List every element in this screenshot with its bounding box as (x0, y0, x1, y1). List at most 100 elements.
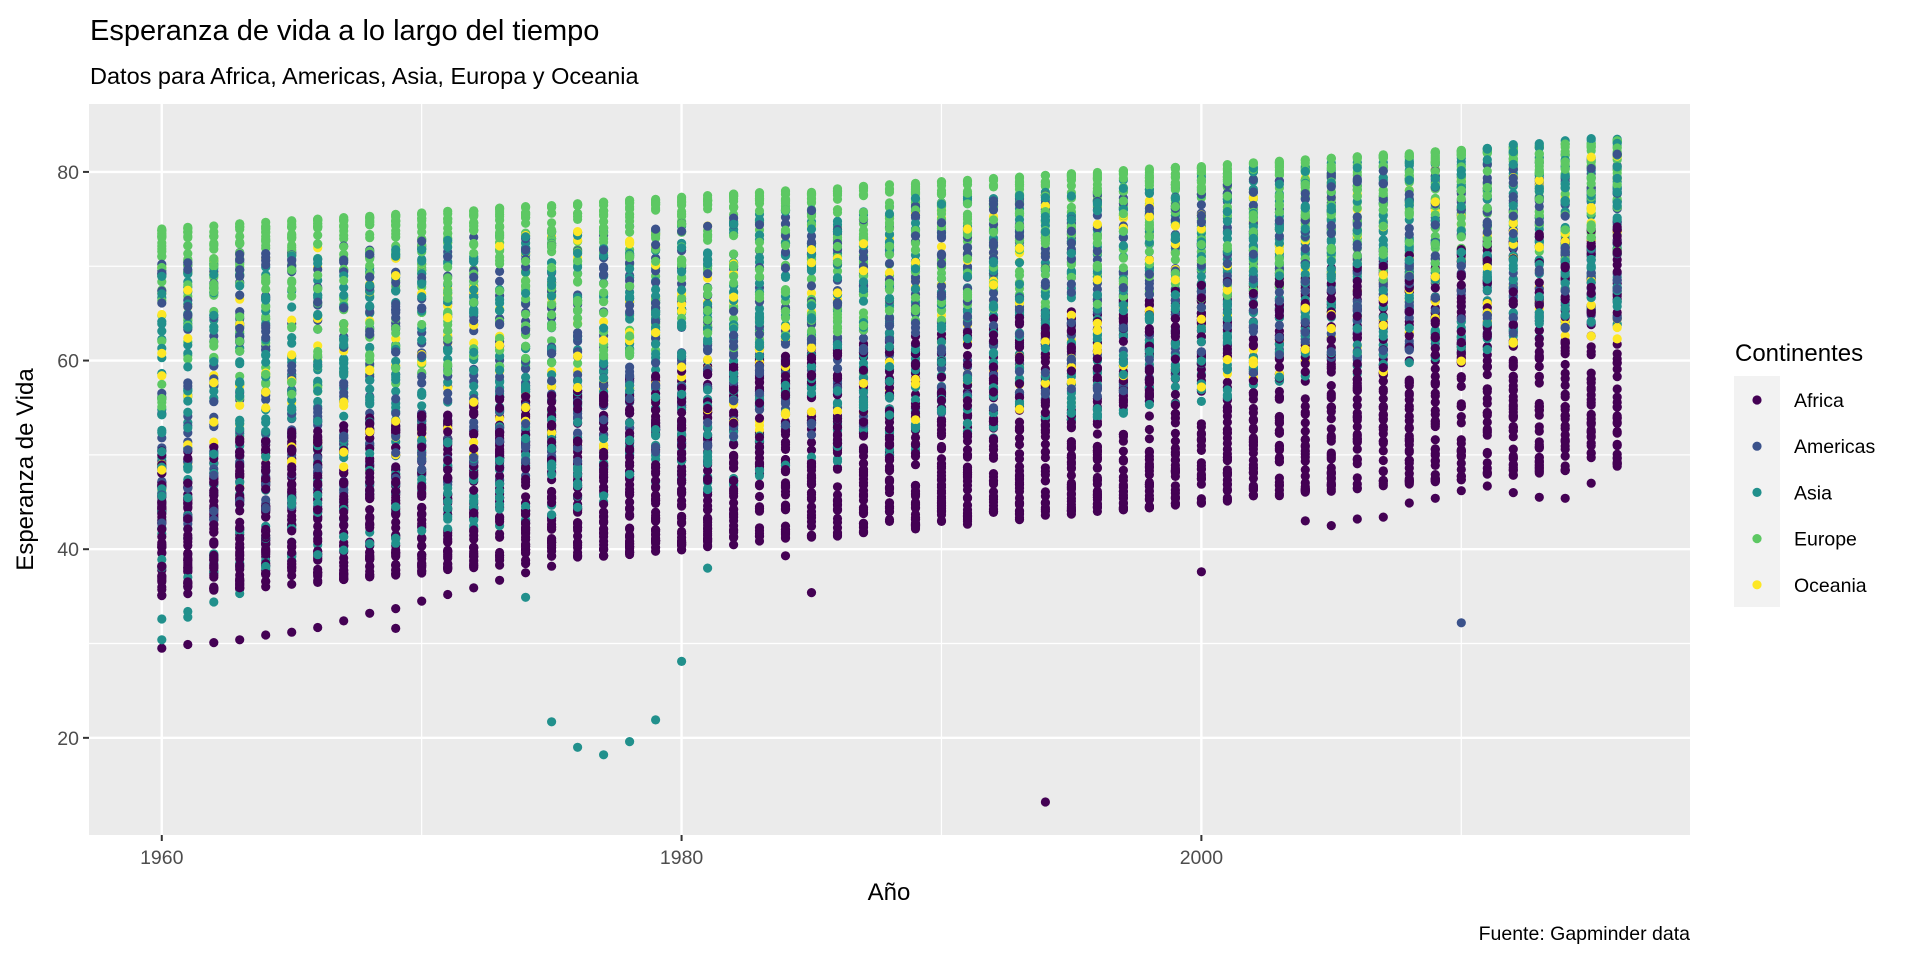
data-points (157, 134, 1622, 807)
data-point-europe (235, 231, 245, 241)
data-point-europe (469, 238, 479, 249)
data-point-africa (1612, 428, 1622, 438)
data-point-africa (1430, 405, 1440, 416)
data-point-africa (1560, 451, 1570, 461)
data-point-asia (1534, 139, 1544, 149)
data-point-africa (235, 635, 245, 645)
data-point-africa (910, 460, 921, 470)
data-point-africa (1404, 404, 1414, 414)
data-point-asia (1170, 382, 1180, 392)
data-point-africa (1040, 439, 1050, 449)
data-point-africa (1118, 436, 1128, 446)
data-point-africa (1326, 521, 1336, 531)
data-point-africa (495, 575, 505, 585)
data-point-africa (1352, 401, 1362, 411)
data-point-asia (1040, 291, 1050, 301)
data-point-europe (313, 324, 323, 334)
data-point-africa (1326, 414, 1336, 424)
data-point-europe (1170, 255, 1180, 265)
data-point-africa (287, 579, 297, 589)
data-point-africa (1586, 342, 1596, 352)
data-point-europe (313, 230, 323, 240)
data-point-africa (1326, 424, 1336, 434)
data-point-africa (1482, 384, 1492, 394)
data-point-africa (339, 616, 349, 626)
data-point-oceania (157, 371, 167, 381)
data-point-africa (1534, 361, 1544, 372)
data-point-africa (443, 589, 453, 600)
data-point-africa (417, 596, 427, 606)
data-point-africa (962, 493, 973, 503)
data-point-africa (1170, 428, 1180, 438)
data-point-africa (313, 622, 323, 633)
data-point-africa (1326, 436, 1336, 446)
data-point-asia (1508, 201, 1518, 211)
data-point-americas (780, 263, 791, 273)
data-point-europe (910, 293, 921, 303)
data-point-africa (1482, 458, 1492, 468)
data-point-oceania (1560, 331, 1570, 341)
data-point-africa (910, 401, 921, 412)
data-point-asia (1352, 163, 1362, 173)
data-point-africa (1482, 467, 1492, 477)
data-point-americas (443, 388, 453, 398)
data-point-africa (1456, 372, 1466, 382)
data-point-asia (651, 715, 661, 725)
data-point-oceania (1612, 334, 1622, 344)
data-point-americas (495, 276, 505, 286)
data-point-europe (1014, 266, 1025, 276)
data-point-asia (339, 411, 349, 421)
data-point-europe (547, 336, 557, 346)
data-point-africa (1508, 392, 1518, 402)
data-point-europe (780, 205, 791, 215)
data-point-asia (365, 384, 375, 394)
data-point-africa (1118, 446, 1128, 456)
data-point-africa (469, 542, 479, 553)
data-point-africa (157, 643, 167, 653)
data-point-africa (1560, 410, 1570, 421)
data-point-americas (313, 453, 323, 463)
data-point-europe (157, 336, 167, 346)
data-point-africa (1248, 423, 1258, 433)
chart-subtitle: Datos para Africa, Americas, Asia, Europ… (90, 63, 640, 89)
data-point-europe (599, 279, 609, 289)
data-point-africa (754, 378, 765, 388)
data-point-asia (547, 717, 557, 727)
data-point-africa (806, 437, 817, 448)
data-point-europe (858, 308, 869, 318)
data-point-africa (495, 529, 505, 539)
data-point-oceania (209, 417, 219, 427)
data-point-africa (1014, 449, 1025, 459)
data-point-africa (1560, 389, 1570, 399)
data-point-oceania (547, 428, 557, 438)
data-point-europe (703, 235, 713, 245)
data-point-africa (1300, 418, 1310, 428)
data-point-europe (884, 198, 895, 208)
data-point-americas (806, 430, 817, 440)
data-point-africa (780, 483, 791, 493)
data-point-africa (1430, 397, 1440, 407)
data-point-europe (780, 186, 791, 196)
data-point-africa (1482, 481, 1492, 491)
data-point-africa (1222, 438, 1232, 448)
data-point-africa (1456, 418, 1466, 428)
data-point-africa (1196, 567, 1206, 577)
data-point-africa (1534, 426, 1544, 436)
data-point-asia (599, 323, 609, 333)
data-point-africa (287, 627, 297, 637)
data-point-africa (1560, 493, 1570, 503)
data-point-africa (365, 505, 375, 515)
data-point-asia (339, 283, 349, 293)
data-point-africa (547, 561, 557, 571)
data-point-europe (157, 379, 167, 389)
data-point-europe (806, 326, 817, 336)
data-point-africa (962, 359, 973, 370)
data-point-asia (183, 423, 193, 433)
data-point-oceania (936, 242, 947, 252)
data-point-africa (1378, 446, 1388, 456)
data-point-asia (261, 357, 271, 367)
data-point-oceania (495, 413, 505, 424)
data-point-africa (443, 465, 453, 475)
data-point-africa (1274, 491, 1284, 501)
